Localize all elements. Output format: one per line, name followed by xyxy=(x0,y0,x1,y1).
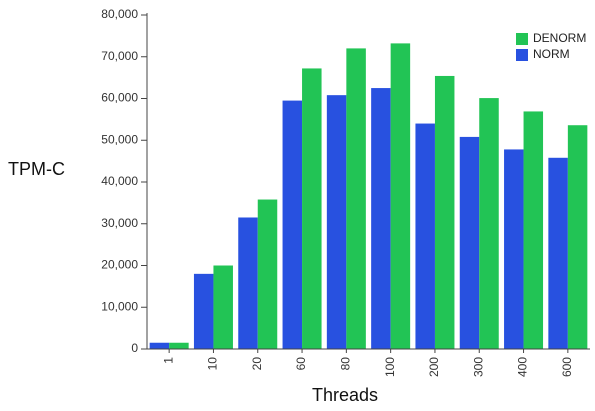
x-tick-label: 1 xyxy=(161,357,175,364)
legend-swatch-norm xyxy=(516,49,528,61)
y-tick-label: 40,000 xyxy=(101,174,138,188)
x-tick-label: 100 xyxy=(383,357,397,377)
bar-denorm-200 xyxy=(434,75,455,349)
x-tick-label: 20 xyxy=(250,357,264,371)
x-tick-label: 300 xyxy=(471,357,485,377)
x-axis-ticks: 1 10 20 60 80 100 200 300 400 600 xyxy=(161,349,574,377)
y-tick-label: 30,000 xyxy=(101,216,138,230)
y-tick-label: 20,000 xyxy=(101,258,138,272)
y-axis-title: TPM-C xyxy=(8,159,65,179)
bar-denorm-300 xyxy=(479,98,499,350)
bar-norm-300 xyxy=(459,136,480,349)
bar-norm-20 xyxy=(238,217,258,349)
bar-denorm-80 xyxy=(346,48,366,350)
x-tick-label: 10 xyxy=(206,357,220,371)
bar-norm-80 xyxy=(326,95,347,349)
bar-norm-1 xyxy=(149,342,170,349)
x-tick-label: 80 xyxy=(339,357,353,371)
bar-denorm-20 xyxy=(257,199,278,349)
x-tick-label: 400 xyxy=(516,357,530,377)
bar-norm-100 xyxy=(371,88,391,349)
bar-norm-10 xyxy=(193,273,214,349)
bar-denorm-1 xyxy=(169,342,189,349)
bar-denorm-60 xyxy=(302,68,322,349)
y-tick-label: 10,000 xyxy=(101,299,138,313)
y-tick-label: 80,000 xyxy=(101,7,138,21)
axes xyxy=(146,13,590,350)
bar-denorm-100 xyxy=(390,43,411,349)
bar-denorm-10 xyxy=(213,265,233,349)
bar-norm-60 xyxy=(282,100,303,350)
y-tick-label: 60,000 xyxy=(101,91,138,105)
legend-label-norm: NORM xyxy=(533,47,570,61)
x-tick-label: 200 xyxy=(427,357,441,377)
bars xyxy=(149,43,588,350)
bar-norm-400 xyxy=(504,149,524,349)
bar-norm-600 xyxy=(548,157,568,349)
legend-swatch-denorm xyxy=(516,33,528,45)
bar-denorm-600 xyxy=(567,125,588,349)
y-tick-label: 70,000 xyxy=(101,49,138,63)
y-tick-label: 50,000 xyxy=(101,132,138,146)
x-tick-label: 60 xyxy=(294,357,308,371)
bar-norm-200 xyxy=(415,123,435,349)
bar-denorm-400 xyxy=(523,111,544,349)
legend: DENORM NORM xyxy=(516,31,586,61)
legend-label-denorm: DENORM xyxy=(533,31,586,45)
y-axis-ticks: 0 10,000 20,000 30,000 40,000 50,000 60,000 70,… xyxy=(101,7,147,355)
x-tick-label: 600 xyxy=(560,357,574,377)
y-tick-label: 0 xyxy=(131,341,138,355)
x-axis-title: Threads xyxy=(312,385,378,405)
